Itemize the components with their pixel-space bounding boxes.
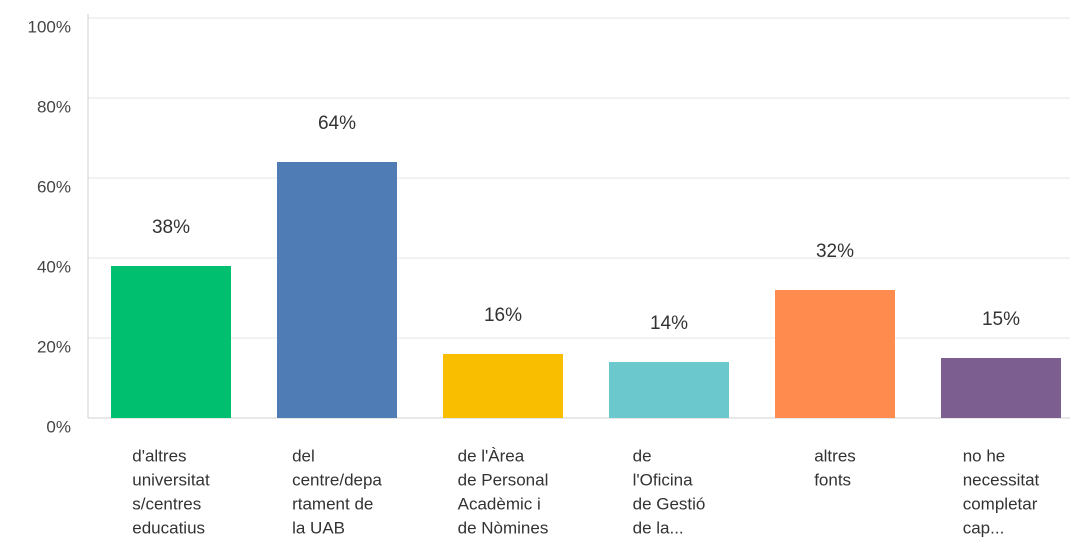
x-tick-label: del: [292, 446, 315, 465]
value-label: 14%: [650, 313, 688, 334]
y-tick-label: 60%: [37, 177, 71, 196]
x-tick-label: completar: [963, 494, 1038, 513]
y-tick-label: 40%: [37, 257, 71, 276]
x-tick-label: de la...: [633, 518, 684, 537]
x-tick-label: de Personal: [458, 470, 549, 489]
value-label: 15%: [982, 309, 1020, 330]
bar: [277, 162, 397, 418]
x-tick-label: fonts: [814, 470, 851, 489]
bar: [443, 354, 563, 418]
x-tick-label: no he: [963, 446, 1006, 465]
y-tick-label: 100%: [28, 17, 71, 36]
x-tick-label: de: [633, 446, 652, 465]
value-label: 64%: [318, 113, 356, 134]
x-tick-label: necessitat: [963, 470, 1040, 489]
value-label: 16%: [484, 305, 522, 326]
value-label: 38%: [152, 217, 190, 238]
value-label: 32%: [816, 241, 854, 262]
x-tick-label: universitat: [132, 470, 210, 489]
x-tick-label: s/centres: [132, 494, 201, 513]
x-tick-label: Acadèmic i: [458, 494, 541, 513]
x-tick-label: altres: [814, 446, 856, 465]
bar: [775, 290, 895, 418]
x-tick-label: educatius: [132, 518, 205, 537]
x-tick-label: d'altres: [132, 446, 186, 465]
x-tick-label: centre/depa: [292, 470, 382, 489]
y-tick-label: 0%: [46, 417, 71, 436]
x-tick-label: de l'Àrea: [458, 446, 525, 465]
x-tick-label: de Gestió: [633, 494, 706, 513]
bar: [609, 362, 729, 418]
bar: [111, 266, 231, 418]
y-tick-label: 80%: [37, 97, 71, 116]
x-tick-label: rtament de: [292, 494, 373, 513]
bar: [941, 358, 1061, 418]
y-tick-label: 20%: [37, 337, 71, 356]
x-tick-label: de Nòmines: [458, 518, 549, 537]
x-tick-label: cap...: [963, 518, 1005, 537]
x-tick-label: l'Oficina: [633, 470, 693, 489]
x-tick-label: la UAB: [292, 518, 345, 537]
